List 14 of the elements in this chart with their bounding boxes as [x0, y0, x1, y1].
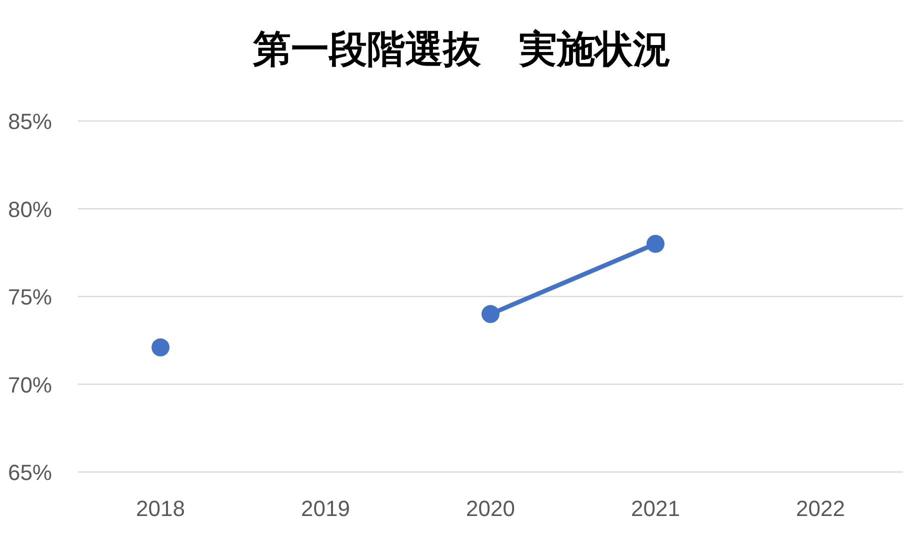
- y-tick-label: 65%: [8, 460, 52, 485]
- point: [482, 305, 500, 324]
- x-tick-label: 2020: [466, 496, 515, 521]
- x-tick-label: 2022: [796, 496, 845, 521]
- point: [646, 234, 664, 253]
- y-tick-label: 70%: [8, 372, 52, 398]
- x-tick-label: 2021: [631, 496, 680, 521]
- y-tick-label: 80%: [8, 196, 52, 222]
- x-tick-label: 2018: [136, 496, 185, 521]
- y-tick-label: 75%: [8, 284, 52, 310]
- y-tick-label: 85%: [8, 109, 52, 134]
- point: [152, 338, 170, 356]
- chart-title: 第一段階選抜 実施状況: [252, 28, 671, 71]
- x-tick-label: 2019: [301, 496, 350, 521]
